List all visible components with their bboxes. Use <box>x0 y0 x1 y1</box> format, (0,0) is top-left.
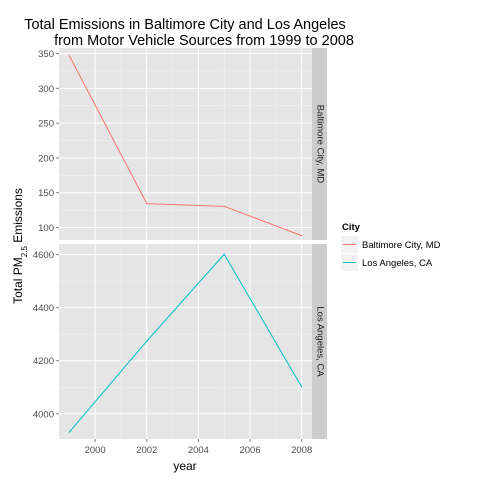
facet-strip <box>312 244 327 439</box>
x-axis-title: year <box>173 459 196 473</box>
plot-area: 100 150 200 250 300 350 Baltimore City, MD 4000… <box>33 48 327 456</box>
data-point <box>223 205 225 207</box>
data-point <box>68 55 70 57</box>
y-tick-label: 4400 <box>33 303 54 314</box>
data-point <box>301 235 303 237</box>
facet-strip-label: Los Angeles, CA <box>314 306 325 377</box>
y-axis-title-rest: Emissions <box>11 188 25 246</box>
data-point <box>301 386 303 388</box>
data-point <box>223 253 225 255</box>
data-point <box>68 431 70 433</box>
x-tick-label: 2002 <box>136 445 157 456</box>
y-tick-label: 200 <box>38 153 54 164</box>
chart-title-line-1: Total Emissions in Baltimore City and Lo… <box>24 17 346 33</box>
y-tick-label: 150 <box>38 188 54 199</box>
y-tick-label: 350 <box>38 49 54 60</box>
y-tick-label: 4600 <box>33 250 54 261</box>
series-line <box>68 253 303 433</box>
legend-item-label: Los Angeles, CA <box>362 258 433 269</box>
y-tick-label: 100 <box>38 223 54 234</box>
legend-item-label: Baltimore City, MD <box>362 240 441 251</box>
panel-background <box>59 244 312 439</box>
facet-strip <box>312 48 327 240</box>
legend-title: City <box>342 222 361 233</box>
panel-background <box>59 48 312 240</box>
y-axis-title: Total PM2.5 Emissions <box>11 188 29 304</box>
y-axis-title-main: Total PM <box>11 257 25 304</box>
y-tick-label: 4200 <box>33 356 54 367</box>
y-axis-title-subscript: 2.5 <box>20 246 29 258</box>
chart-title-line-2: from Motor Vehicle Sources from 1999 to … <box>54 33 354 49</box>
x-tick-label: 2000 <box>85 445 106 456</box>
x-tick-label: 2006 <box>239 445 260 456</box>
series-line <box>68 55 302 237</box>
data-point <box>146 340 148 342</box>
x-tick-label: 2004 <box>188 445 209 456</box>
x-tick-label: 2008 <box>291 445 312 456</box>
data-point <box>146 203 148 205</box>
y-tick-label: 300 <box>38 84 54 95</box>
facet-strip-label: Baltimore City, MD <box>314 105 325 184</box>
y-tick-label: 250 <box>38 119 54 130</box>
y-tick-label: 4000 <box>33 409 54 420</box>
